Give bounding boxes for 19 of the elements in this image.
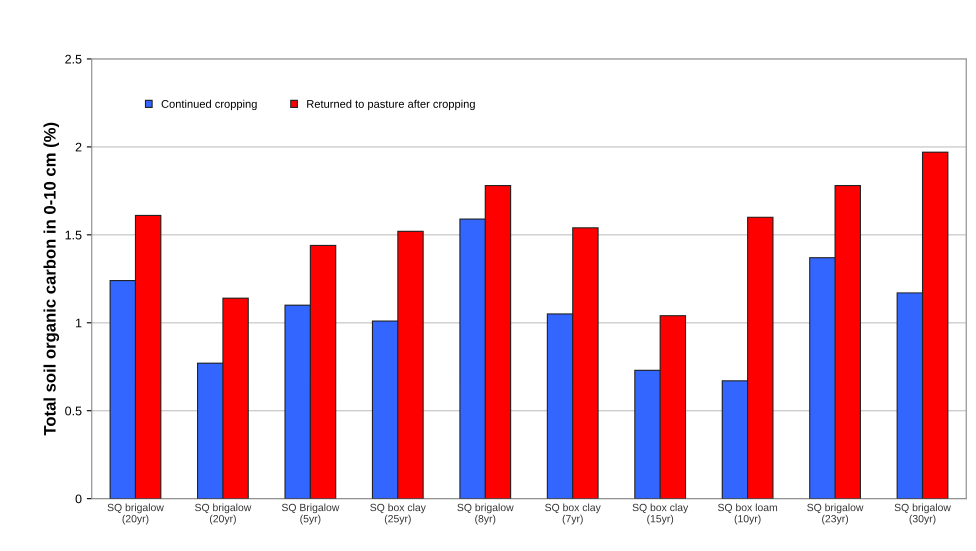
legend-label: Continued cropping xyxy=(162,100,257,110)
y-tick-label: 1.5 xyxy=(66,230,82,240)
x-tick-label: SQ box clay (7yr) xyxy=(545,504,601,524)
y-tick-label: 0 xyxy=(76,494,82,504)
x-tick-label: SQ box clay (15yr) xyxy=(632,504,688,524)
x-tick-label: SQ brigalow (8yr) xyxy=(457,504,514,524)
y-axis-title: Total soil organic carbon in 0-10 cm (%) xyxy=(43,122,60,436)
x-tick-label: SQ box loam (10yr) xyxy=(718,504,778,524)
y-tick-label: 2 xyxy=(76,142,82,152)
y-tick-label: 1 xyxy=(76,318,82,328)
x-tick-label: SQ brigalow (20yr) xyxy=(195,504,252,524)
legend-label: Returned to pasture after cropping xyxy=(307,100,475,110)
x-tick-label: SQ box clay (25yr) xyxy=(370,504,426,524)
x-tick-label: SQ brigalow (20yr) xyxy=(108,504,164,524)
y-tick-label: 0.5 xyxy=(65,406,82,416)
x-tick-label: SQ brigalow (23yr) xyxy=(807,504,864,524)
x-tick-label: SQ brigalow (30yr) xyxy=(894,504,951,524)
x-tick-label: SQ Brigalow (5yr) xyxy=(282,504,340,524)
y-tick-label: 2.5 xyxy=(65,54,82,64)
